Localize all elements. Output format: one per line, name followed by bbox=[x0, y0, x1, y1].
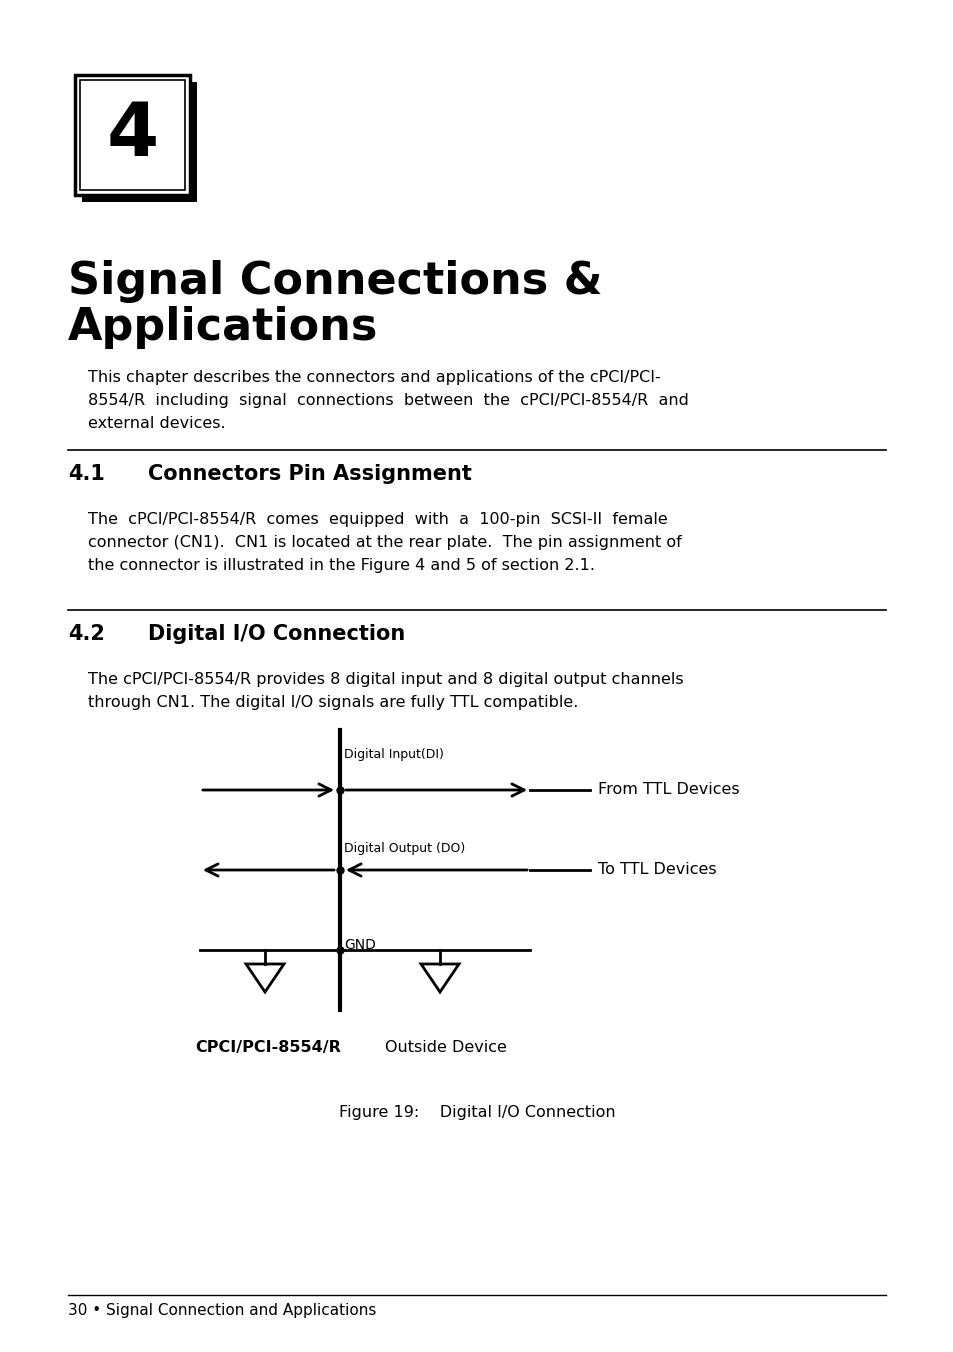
Text: 4: 4 bbox=[107, 99, 158, 172]
Text: 4.1: 4.1 bbox=[68, 464, 105, 484]
Text: The cPCI/PCI-8554/R provides 8 digital input and 8 digital output channels: The cPCI/PCI-8554/R provides 8 digital i… bbox=[88, 672, 683, 687]
Text: 8554/R  including  signal  connections  between  the  cPCI/PCI-8554/R  and: 8554/R including signal connections betw… bbox=[88, 393, 688, 408]
Text: external devices.: external devices. bbox=[88, 416, 226, 431]
Bar bbox=[80, 80, 185, 191]
Text: Digital Input(DI): Digital Input(DI) bbox=[344, 748, 443, 761]
Text: the connector is illustrated in the Figure 4 and 5 of section 2.1.: the connector is illustrated in the Figu… bbox=[88, 558, 595, 573]
Text: Outside Device: Outside Device bbox=[385, 1040, 506, 1055]
Text: Connectors Pin Assignment: Connectors Pin Assignment bbox=[148, 464, 472, 484]
Text: 4.2: 4.2 bbox=[68, 625, 105, 644]
Text: connector (CN1).  CN1 is located at the rear plate.  The pin assignment of: connector (CN1). CN1 is located at the r… bbox=[88, 535, 681, 550]
Text: 30 • Signal Connection and Applications: 30 • Signal Connection and Applications bbox=[68, 1303, 376, 1318]
Text: This chapter describes the connectors and applications of the cPCI/PCI-: This chapter describes the connectors an… bbox=[88, 370, 660, 385]
Text: The  cPCI/PCI-8554/R  comes  equipped  with  a  100-pin  SCSI-II  female: The cPCI/PCI-8554/R comes equipped with … bbox=[88, 512, 667, 527]
Text: GND: GND bbox=[344, 938, 375, 952]
Bar bbox=[75, 74, 190, 195]
Text: Figure 19:    Digital I/O Connection: Figure 19: Digital I/O Connection bbox=[338, 1105, 615, 1119]
Text: From TTL Devices: From TTL Devices bbox=[598, 783, 739, 798]
Text: Digital Output (DO): Digital Output (DO) bbox=[344, 842, 465, 854]
Text: To TTL Devices: To TTL Devices bbox=[598, 863, 716, 877]
Text: CPCI/PCI-8554/R: CPCI/PCI-8554/R bbox=[194, 1040, 340, 1055]
Text: Signal Connections &: Signal Connections & bbox=[68, 260, 602, 303]
Text: Applications: Applications bbox=[68, 306, 378, 349]
Text: through CN1. The digital I/O signals are fully TTL compatible.: through CN1. The digital I/O signals are… bbox=[88, 695, 578, 710]
Text: Digital I/O Connection: Digital I/O Connection bbox=[148, 625, 405, 644]
Bar bbox=[82, 82, 196, 201]
